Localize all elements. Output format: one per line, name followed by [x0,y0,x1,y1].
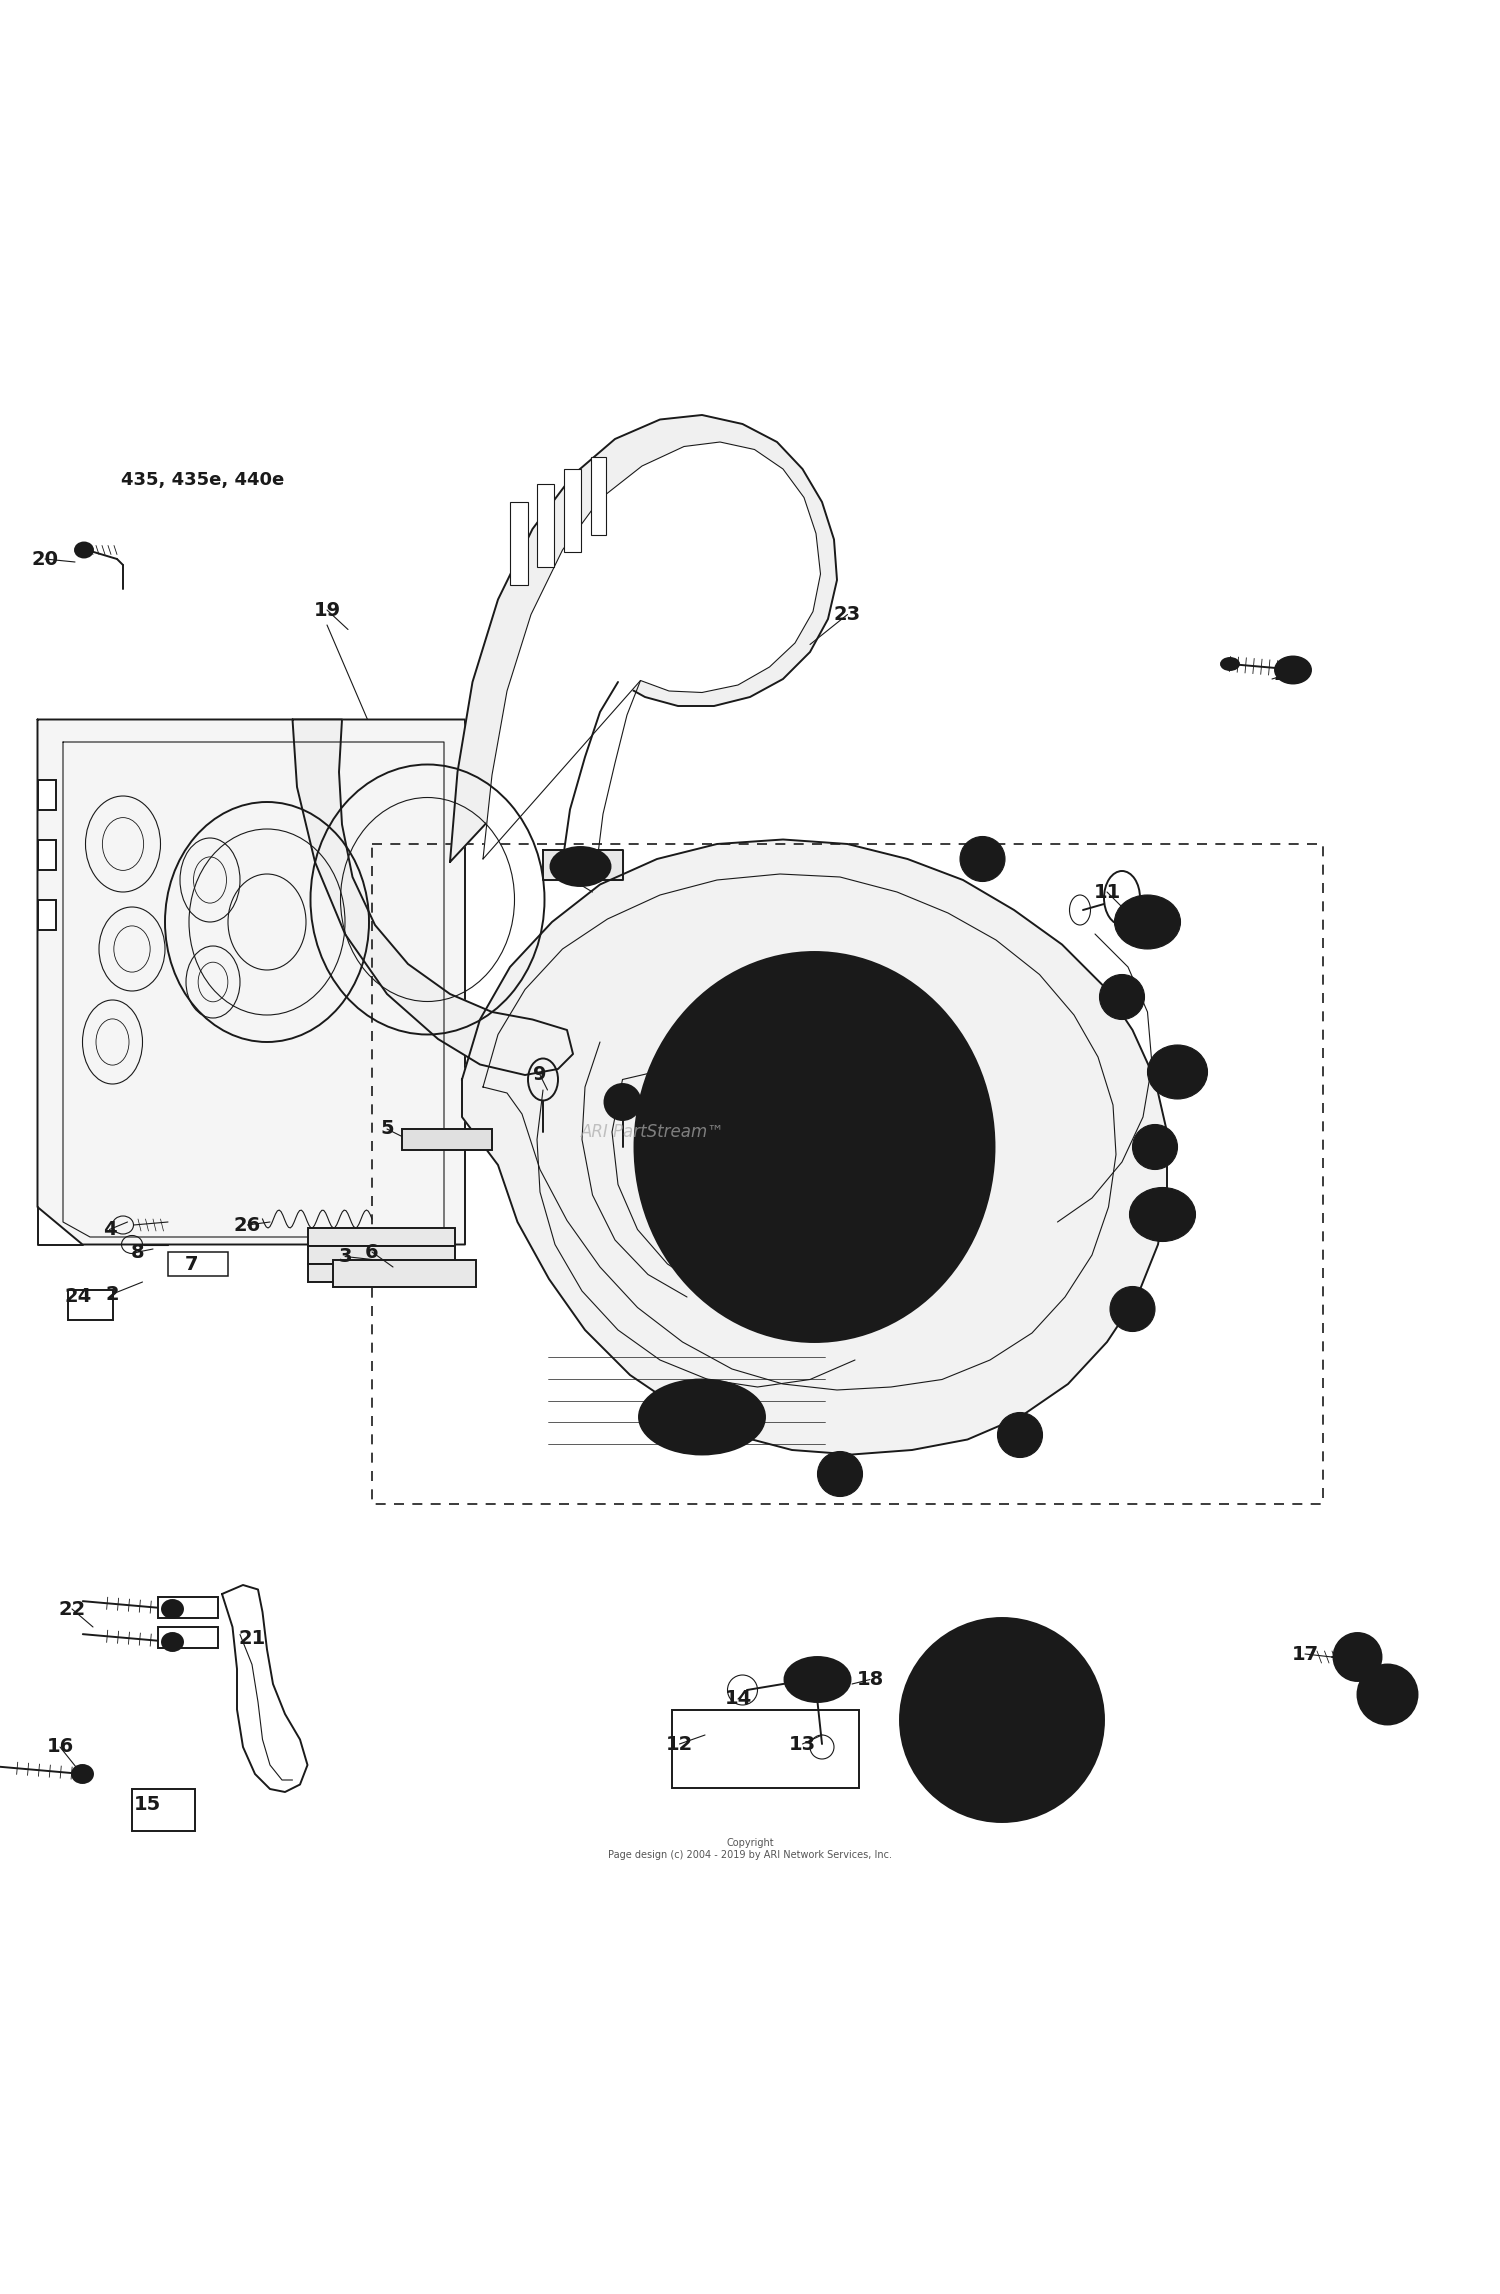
Ellipse shape [960,837,1005,881]
Bar [333,1259,476,1287]
Text: 12: 12 [666,1734,693,1753]
Polygon shape [543,851,622,881]
Text: 26: 26 [234,1216,261,1234]
Text: 10: 10 [609,1090,636,1108]
Bar [38,899,56,929]
Text: 2: 2 [105,1285,120,1303]
Ellipse shape [900,1617,1104,1821]
Ellipse shape [162,1633,183,1652]
Text: 16: 16 [46,1737,74,1757]
Polygon shape [292,720,573,1076]
Ellipse shape [1358,1665,1418,1725]
Bar [158,1597,218,1617]
Ellipse shape [1132,1124,1178,1170]
Ellipse shape [75,541,93,557]
Text: 1: 1 [555,865,570,883]
Ellipse shape [818,1452,862,1496]
Ellipse shape [1110,1287,1155,1331]
Polygon shape [462,840,1167,1454]
Ellipse shape [1275,656,1311,684]
Ellipse shape [1221,658,1239,670]
Ellipse shape [1148,1046,1208,1099]
Bar [168,1253,228,1275]
Text: 17: 17 [1292,1645,1318,1663]
Bar [672,1709,859,1787]
Text: 21: 21 [238,1629,266,1649]
Polygon shape [450,415,837,863]
Ellipse shape [1100,975,1144,1019]
Bar [510,502,528,585]
Text: 18: 18 [856,1670,883,1688]
Text: 9: 9 [534,1064,546,1085]
Polygon shape [38,720,465,1246]
Bar [564,468,580,551]
Bar [38,780,56,810]
Text: 23: 23 [834,606,861,624]
Polygon shape [222,1585,308,1792]
Bar [537,484,554,567]
Bar [402,1129,492,1149]
Text: Copyright
Page design (c) 2004 - 2019 by ARI Network Services, Inc.: Copyright Page design (c) 2004 - 2019 by… [608,1837,892,1860]
Ellipse shape [550,846,610,885]
Text: 3: 3 [339,1248,351,1266]
Text: 13: 13 [789,1734,816,1753]
Bar [158,1626,218,1647]
Ellipse shape [604,1085,640,1119]
Ellipse shape [784,1656,850,1702]
Bar [591,457,606,535]
Text: 20: 20 [32,551,58,569]
Bar [308,1246,454,1264]
Ellipse shape [1334,1633,1382,1682]
Bar [308,1264,454,1282]
Text: 11: 11 [1094,883,1120,902]
Text: 4: 4 [102,1220,117,1239]
Text: 435, 435e, 440e: 435, 435e, 440e [122,470,284,489]
Ellipse shape [162,1599,183,1617]
Text: 7: 7 [186,1255,198,1273]
Ellipse shape [1114,895,1180,950]
Text: 5: 5 [380,1119,394,1138]
Text: 6: 6 [364,1243,380,1262]
Bar [132,1789,195,1831]
Text: ARI PartStream™: ARI PartStream™ [580,1124,724,1140]
Text: 8: 8 [130,1243,146,1262]
Text: 25: 25 [1274,665,1300,684]
Ellipse shape [639,1379,765,1454]
Bar [308,1227,454,1246]
Text: 24: 24 [64,1287,92,1308]
Ellipse shape [1130,1188,1196,1241]
Text: 14: 14 [724,1688,752,1709]
Bar [38,840,56,869]
Bar [68,1289,112,1319]
Text: 22: 22 [58,1599,86,1620]
Ellipse shape [72,1764,93,1782]
Ellipse shape [998,1413,1042,1457]
Text: 19: 19 [314,601,340,619]
Ellipse shape [772,1101,856,1193]
Polygon shape [483,443,820,858]
Ellipse shape [634,952,994,1342]
Text: 15: 15 [134,1794,160,1815]
